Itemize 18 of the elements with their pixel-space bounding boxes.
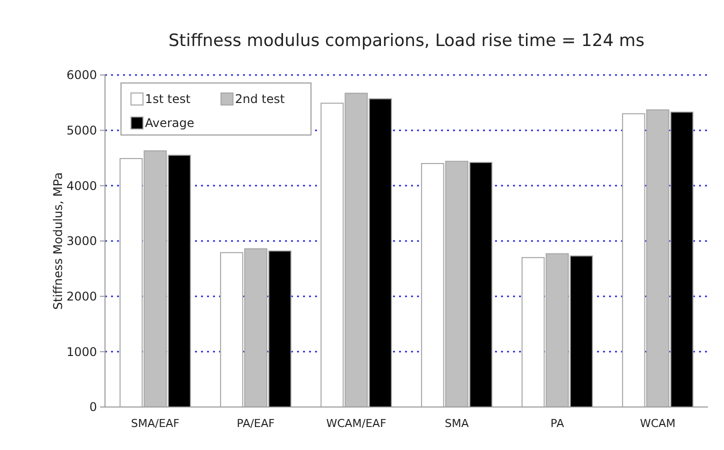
legend-label: 2nd test	[235, 92, 286, 106]
x-tick-label: PA/EAF	[236, 417, 275, 430]
chart-title: Stiffness modulus comparions, Load rise time = 124 ms	[168, 31, 645, 51]
x-tick-label: SMA	[444, 417, 470, 430]
y-tick-label: 0	[89, 400, 97, 414]
y-tick-label: 4000	[66, 178, 97, 193]
x-tick-label: PA	[550, 417, 564, 430]
y-axis-title: Stiffness Modulus, MPa	[51, 172, 65, 310]
y-tick-label: 6000	[66, 68, 97, 82]
legend-label: 1st test	[145, 92, 191, 106]
x-tick-label: WCAM	[640, 417, 676, 430]
y-tick-label: 5000	[66, 124, 97, 138]
x-tick-label: WCAM/EAF	[326, 417, 386, 430]
y-tick-label: 1000	[66, 344, 97, 359]
y-tick-label: 2000	[66, 290, 97, 304]
legend-label: Average	[145, 116, 194, 130]
y-tick-label: 3000	[66, 234, 97, 248]
x-tick-label: SMA/EAF	[130, 417, 180, 430]
